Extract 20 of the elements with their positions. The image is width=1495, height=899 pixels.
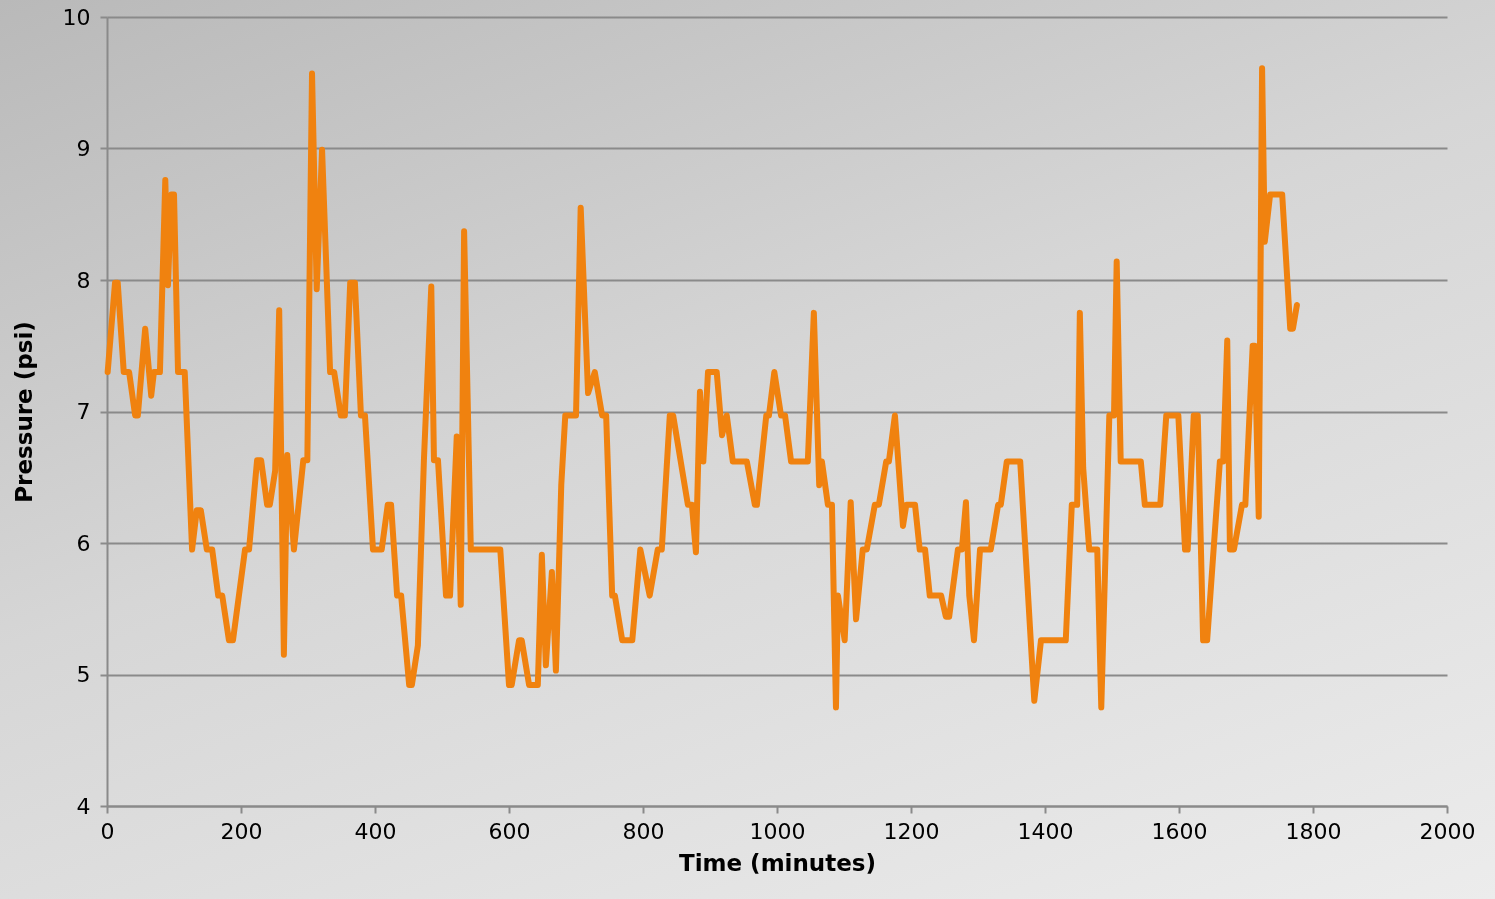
y-tick-label: 5 <box>76 662 91 687</box>
x-tick-label: 600 <box>488 818 531 844</box>
x-tick-label: 1600 <box>1151 818 1208 844</box>
x-tick-label: 1200 <box>883 818 940 844</box>
y-tick-label: 7 <box>76 399 91 424</box>
x-tick-label: 1400 <box>1017 818 1074 844</box>
x-tick-label: 0 <box>100 818 115 844</box>
x-tick-label: 400 <box>354 818 397 844</box>
x-tick-label: 1800 <box>1285 818 1342 844</box>
y-axis-title: Pressure (psi) <box>10 321 37 503</box>
x-tick-label: 2000 <box>1419 818 1476 844</box>
y-tick-label: 9 <box>76 136 91 161</box>
x-tick-label: 800 <box>622 818 665 844</box>
y-tick-label: 10 <box>62 4 91 30</box>
x-tick-label: 200 <box>220 818 263 844</box>
y-tick-label: 8 <box>76 267 91 293</box>
x-tick-label: 1000 <box>749 818 806 844</box>
y-tick-label: 4 <box>76 793 91 819</box>
y-tick-label: 6 <box>76 530 91 556</box>
x-axis-title: Time (minutes) <box>678 849 877 876</box>
